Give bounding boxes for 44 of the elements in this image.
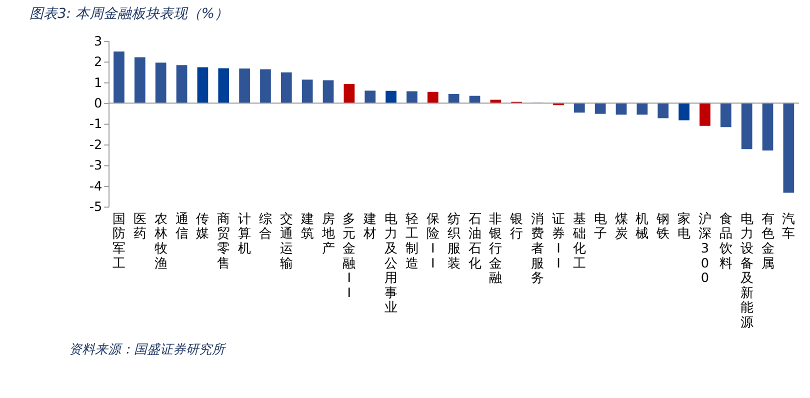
x-tick-label: 家电 bbox=[678, 210, 691, 242]
x-tick-label: 多元金融II bbox=[342, 212, 356, 301]
x-tick-label: 电子 bbox=[594, 212, 607, 242]
x-tick-label: 沪深300 bbox=[698, 210, 712, 286]
y-tick-label: -5 bbox=[89, 200, 102, 216]
x-tick-label: 汽车 bbox=[782, 212, 796, 242]
y-tick-label: 2 bbox=[94, 55, 102, 70]
x-tick-label: 国防军工 bbox=[112, 212, 126, 272]
x-tick-label: 证券II bbox=[552, 212, 565, 272]
chart-title: 图表3: 本周金融板块表现（%） bbox=[30, 6, 229, 22]
y-tick-label: -1 bbox=[89, 117, 102, 132]
y-tick-label: -2 bbox=[89, 138, 102, 153]
x-tick-label: 钢铁 bbox=[656, 212, 670, 242]
x-tick-label: 房地产 bbox=[320, 210, 335, 257]
x-tick-label: 食品饮料 bbox=[718, 212, 732, 272]
y-tick-label: -3 bbox=[89, 158, 102, 174]
x-tick-label: 机械 bbox=[636, 212, 649, 242]
x-tick-label: 非银行金融 bbox=[488, 212, 502, 286]
text: 资料来源：国盛证券研究所 bbox=[69, 342, 228, 358]
x-tick-label: 纺织服装 bbox=[447, 212, 460, 272]
x-tick-label: 电力及公用事业 bbox=[384, 212, 398, 316]
x-tick-label: 银行 bbox=[509, 212, 524, 242]
x-tick-label: 建筑 bbox=[300, 212, 314, 242]
x-tick-label: 保险II bbox=[426, 212, 440, 272]
x-tick-label: 传媒 bbox=[196, 212, 210, 242]
x-tick-label: 轻工制造 bbox=[405, 212, 418, 272]
x-tick-label: 煤炭 bbox=[614, 212, 628, 242]
x-tick-label: 建材 bbox=[362, 212, 377, 242]
x-tick-label: 通信 bbox=[175, 212, 188, 242]
x-tick-label: 石油石化 bbox=[468, 212, 482, 272]
y-tick-label: 1 bbox=[94, 76, 102, 91]
x-tick-label: 综合 bbox=[258, 212, 272, 242]
x-tick-label: 计算机 bbox=[238, 212, 252, 257]
y-tick-label: 0 bbox=[94, 96, 102, 112]
y-tick-label: 3 bbox=[94, 34, 102, 50]
x-tick-label: 商贸零售 bbox=[217, 212, 230, 272]
x-tick-label: 有色金属 bbox=[761, 212, 774, 272]
x-tick-label: 基础化工 bbox=[572, 212, 586, 272]
y-tick-label: -4 bbox=[89, 179, 102, 194]
x-tick-label: 医药 bbox=[133, 212, 146, 242]
x-tick-label: 电力设备及新能源 bbox=[740, 212, 754, 331]
x-tick-label: 交通运输 bbox=[280, 210, 293, 272]
x-tick-label: 农林牧渔 bbox=[153, 212, 168, 272]
x-tick-label: 消费者服务 bbox=[531, 212, 544, 286]
